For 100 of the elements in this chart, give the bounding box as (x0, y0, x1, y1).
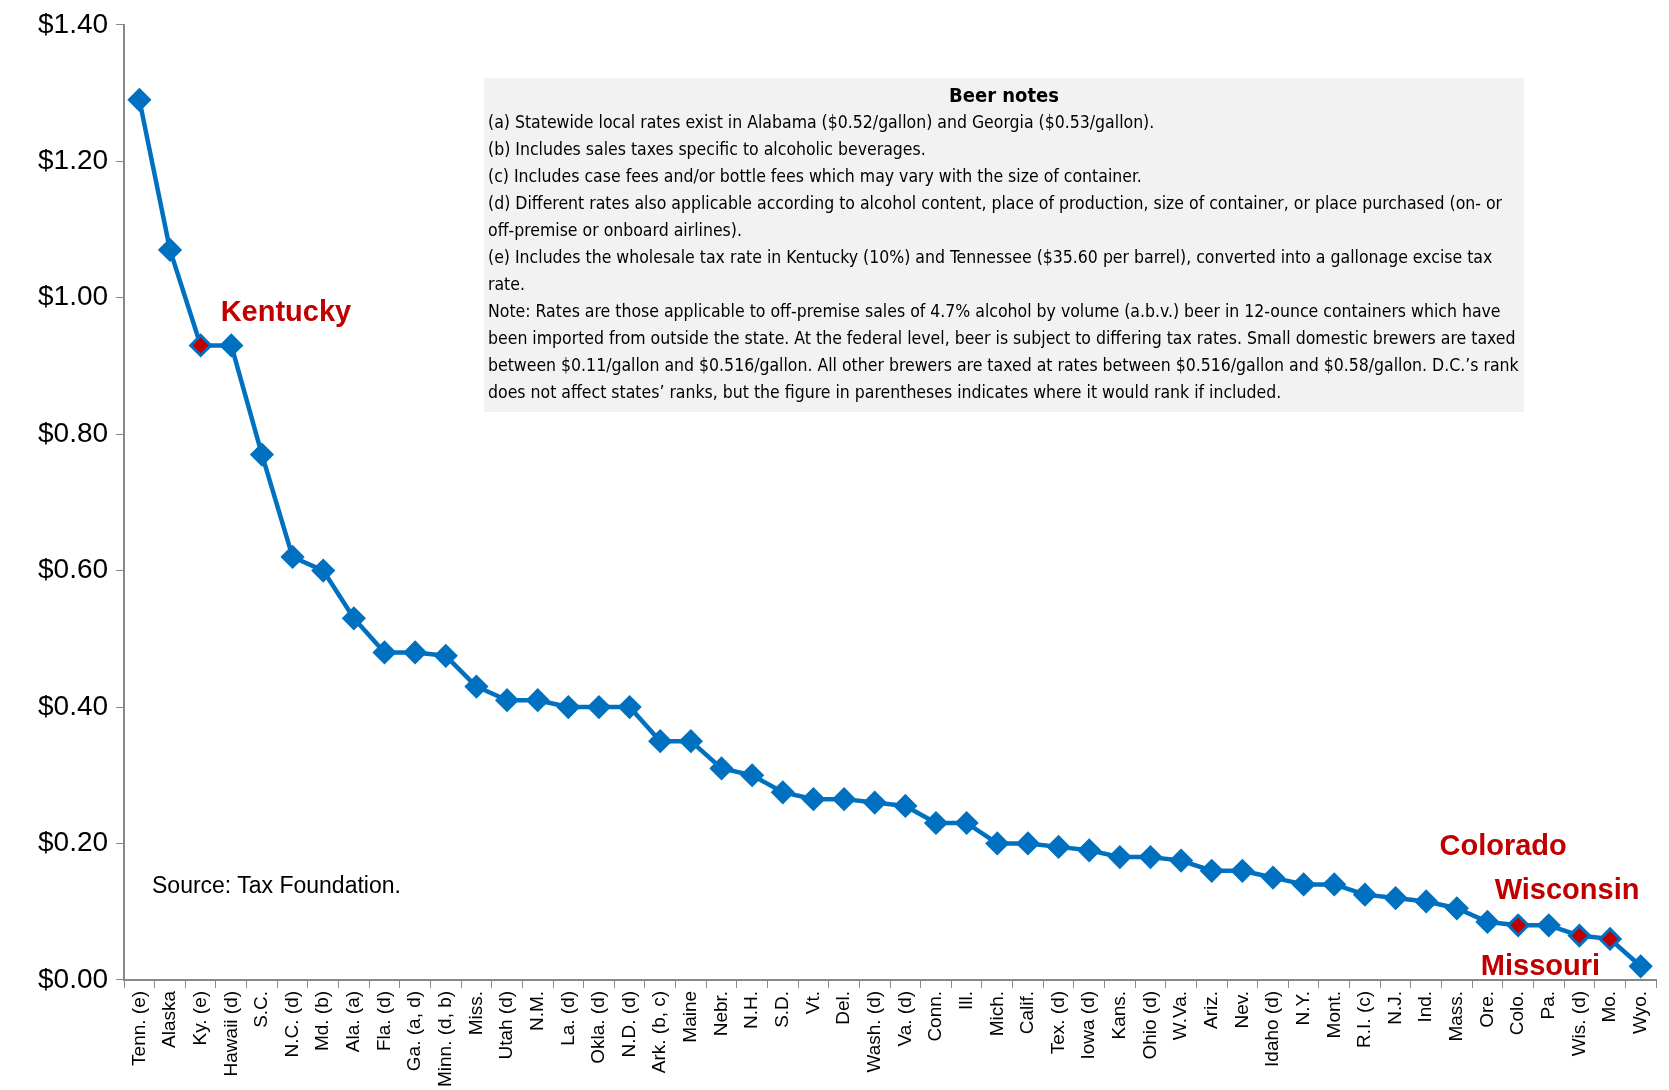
point (373, 640, 396, 664)
x-tick-label: Idaho (d) (1261, 990, 1283, 1067)
x-tick-label: Ala. (a) (342, 990, 364, 1053)
annotation: Source: Tax Foundation. (152, 872, 401, 899)
point (1077, 838, 1101, 862)
point (1200, 859, 1224, 883)
point (1506, 913, 1530, 937)
x-tick-label: Va. (d) (893, 990, 915, 1047)
point (893, 794, 917, 818)
point (556, 695, 580, 719)
point (281, 545, 305, 569)
point (710, 756, 734, 780)
x-tick-label: N.C. (d) (280, 990, 302, 1058)
x-tick-label: Utah (d) (495, 990, 517, 1060)
point (1629, 954, 1653, 978)
annotation: Wisconsin (1494, 872, 1640, 905)
point (434, 644, 458, 668)
y-tick-label: $0.80 (37, 416, 109, 448)
point (1445, 896, 1469, 920)
point (311, 559, 335, 583)
point (495, 688, 519, 712)
annotation: (e) Includes the wholesale tax rate in Kentucky (10%) and Tennessee ($35.60 per barrel), converted into a gallonage excise tax rate. (488, 246, 1494, 296)
point (342, 606, 366, 630)
x-tick-label: Ga. (a, d) (403, 990, 425, 1072)
y-tick-label: $0.40 (37, 689, 109, 721)
point (587, 695, 611, 719)
x-tick-label: N.M. (525, 990, 547, 1032)
point (1292, 872, 1316, 896)
annotation: Kentucky (220, 295, 352, 328)
point (955, 811, 979, 835)
x-tick-label: Ark. (b, c) (648, 990, 670, 1074)
x-tick-label: N.Y. (1291, 990, 1313, 1026)
point (1475, 910, 1499, 934)
x-tick-label: Maine (679, 990, 701, 1043)
x-tick-label: Hawaii (d) (219, 990, 241, 1077)
point (801, 787, 825, 811)
annotation: Note: Rates are those applicable to off-premise sales of 4.7% alcohol by volume (a.b.v.) beer in 12-ounce containers which have been imported from outside the state. At the federal level, beer is subject to differing tax rates. Small domestic brewers are taxed between $0.11/gallon and $0.516/gallon. All other brewers are taxed at rates between $0.516/gallon and $0.58/gallon. D.C.’s rank does not affect states’ ranks, but the figure in parentheses indicates where it would rank if included. (488, 300, 1520, 404)
annotation: (c) Includes case fees and/or bottle fees which may vary with the size of container. (488, 165, 1143, 188)
x-tick-label: Kans. (1108, 990, 1130, 1040)
point (1108, 845, 1132, 869)
point (464, 675, 488, 699)
x-tick-label: La. (d) (556, 990, 578, 1046)
point (189, 333, 213, 357)
point (924, 811, 948, 835)
x-tick-label: Okla. (d) (587, 990, 609, 1064)
x-tick-label: Calif. (1016, 990, 1038, 1035)
x-tick-label: Nev. (1230, 990, 1252, 1029)
x-tick-label: N.J. (1383, 990, 1405, 1025)
x-tick-label: Ariz. (1199, 990, 1221, 1029)
point (1598, 927, 1622, 951)
annotation: (a) Statewide local rates exist in Alabama ($0.52/gallon) and Georgia ($0.53/gallon). (488, 111, 1156, 134)
x-tick-label: Conn. (924, 990, 946, 1042)
point (1353, 883, 1377, 907)
x-tick-label: Alaska (158, 990, 180, 1048)
y-tick-label: $1.40 (37, 7, 109, 39)
y-tick-label: $0.20 (37, 826, 109, 858)
x-tick-label: R.I. (c) (1353, 990, 1375, 1048)
point (1230, 859, 1254, 883)
x-tick-label: N.H. (740, 990, 762, 1029)
point (679, 729, 703, 753)
x-tick-label: Wyo. (1628, 990, 1650, 1035)
point (832, 787, 856, 811)
annotation: Beer notes (948, 82, 1060, 109)
point (1016, 831, 1040, 855)
point (1047, 835, 1071, 859)
x-tick-label: Ohio (d) (1138, 990, 1160, 1060)
point (219, 333, 243, 357)
x-tick-label: Wash. (d) (862, 990, 884, 1073)
x-tick-label: W.Va. (1169, 990, 1191, 1041)
point (403, 640, 427, 664)
x-tick-label: Tenn. (e) (127, 990, 149, 1066)
point (250, 443, 274, 467)
point (1384, 886, 1408, 910)
point (526, 688, 550, 712)
x-tick-label: S.D. (771, 990, 793, 1028)
x-tick-label: Nebr. (709, 990, 731, 1037)
x-tick-label: Vt. (801, 990, 823, 1015)
point (1537, 913, 1561, 937)
x-tick-label: Ky. (e) (188, 990, 210, 1046)
x-tick-label: Tex. (d) (1046, 990, 1068, 1055)
x-tick-label: Iowa (d) (1077, 990, 1099, 1060)
x-tick-label: Mo. (1598, 990, 1620, 1023)
point (863, 791, 887, 815)
x-tick-label: S.C. (250, 990, 272, 1028)
annotation: Missouri (1480, 948, 1601, 981)
point (158, 238, 182, 262)
y-tick-label: $1.00 (37, 280, 109, 312)
x-tick-label: Ind. (1414, 990, 1436, 1023)
annotation: Colorado (1439, 829, 1567, 862)
x-tick-label: Mich. (985, 990, 1007, 1037)
x-tick-label: Colo. (1506, 990, 1528, 1036)
point (618, 695, 642, 719)
point (1567, 924, 1591, 948)
y-tick-label: $1.20 (37, 143, 109, 175)
x-tick-label: Mont. (1322, 990, 1344, 1039)
x-tick-label: Md. (b) (311, 990, 333, 1052)
point (1169, 849, 1193, 873)
x-tick-label: Wis. (d) (1567, 990, 1589, 1057)
point (771, 780, 795, 804)
point (648, 729, 672, 753)
